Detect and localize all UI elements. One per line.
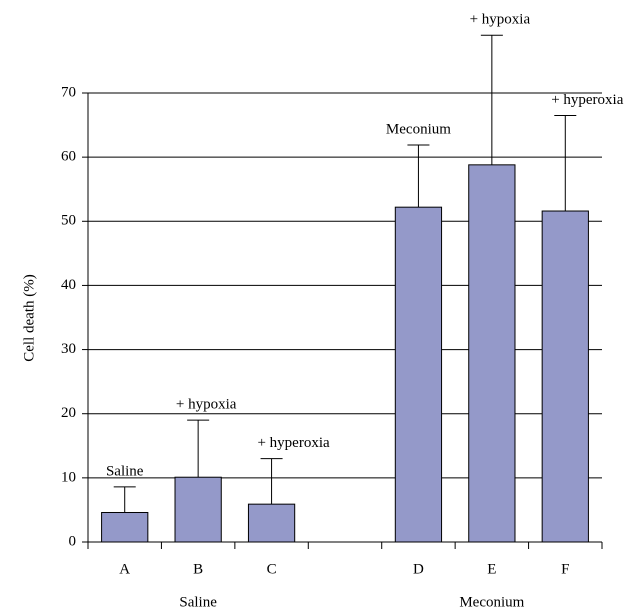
y-axis-label: Cell death (%) <box>21 274 37 361</box>
y-tick-label: 60 <box>61 149 76 165</box>
x-tick-label: B <box>193 561 203 577</box>
y-tick-label: 10 <box>61 469 76 485</box>
y-tick-label: 30 <box>61 341 76 357</box>
x-tick-label: A <box>119 561 130 577</box>
bar <box>541 210 589 543</box>
x-tick-label: F <box>561 561 569 577</box>
x-tick-label: C <box>267 561 277 577</box>
y-tick-label: 20 <box>61 405 76 421</box>
bar <box>174 476 222 543</box>
bar-label: + hyperoxia <box>257 435 330 451</box>
bar-label: + hypoxia <box>470 12 531 28</box>
bar-label: Saline <box>106 463 144 479</box>
bar <box>468 164 516 543</box>
x-tick-label: E <box>487 561 496 577</box>
y-tick-label: 40 <box>61 277 76 293</box>
bar-label: + hyperoxia <box>551 92 624 108</box>
bar <box>394 206 443 543</box>
bar-label: Meconium <box>386 121 451 137</box>
bar-label: + hypoxia <box>176 397 237 413</box>
y-tick-label: 0 <box>69 533 77 549</box>
group-label: Meconium <box>459 594 524 610</box>
y-tick-label: 50 <box>61 213 76 229</box>
bar <box>101 511 149 543</box>
bar <box>247 503 296 543</box>
y-tick-label: 70 <box>61 84 76 100</box>
group-label: Saline <box>179 594 217 610</box>
x-tick-label: D <box>413 561 424 577</box>
